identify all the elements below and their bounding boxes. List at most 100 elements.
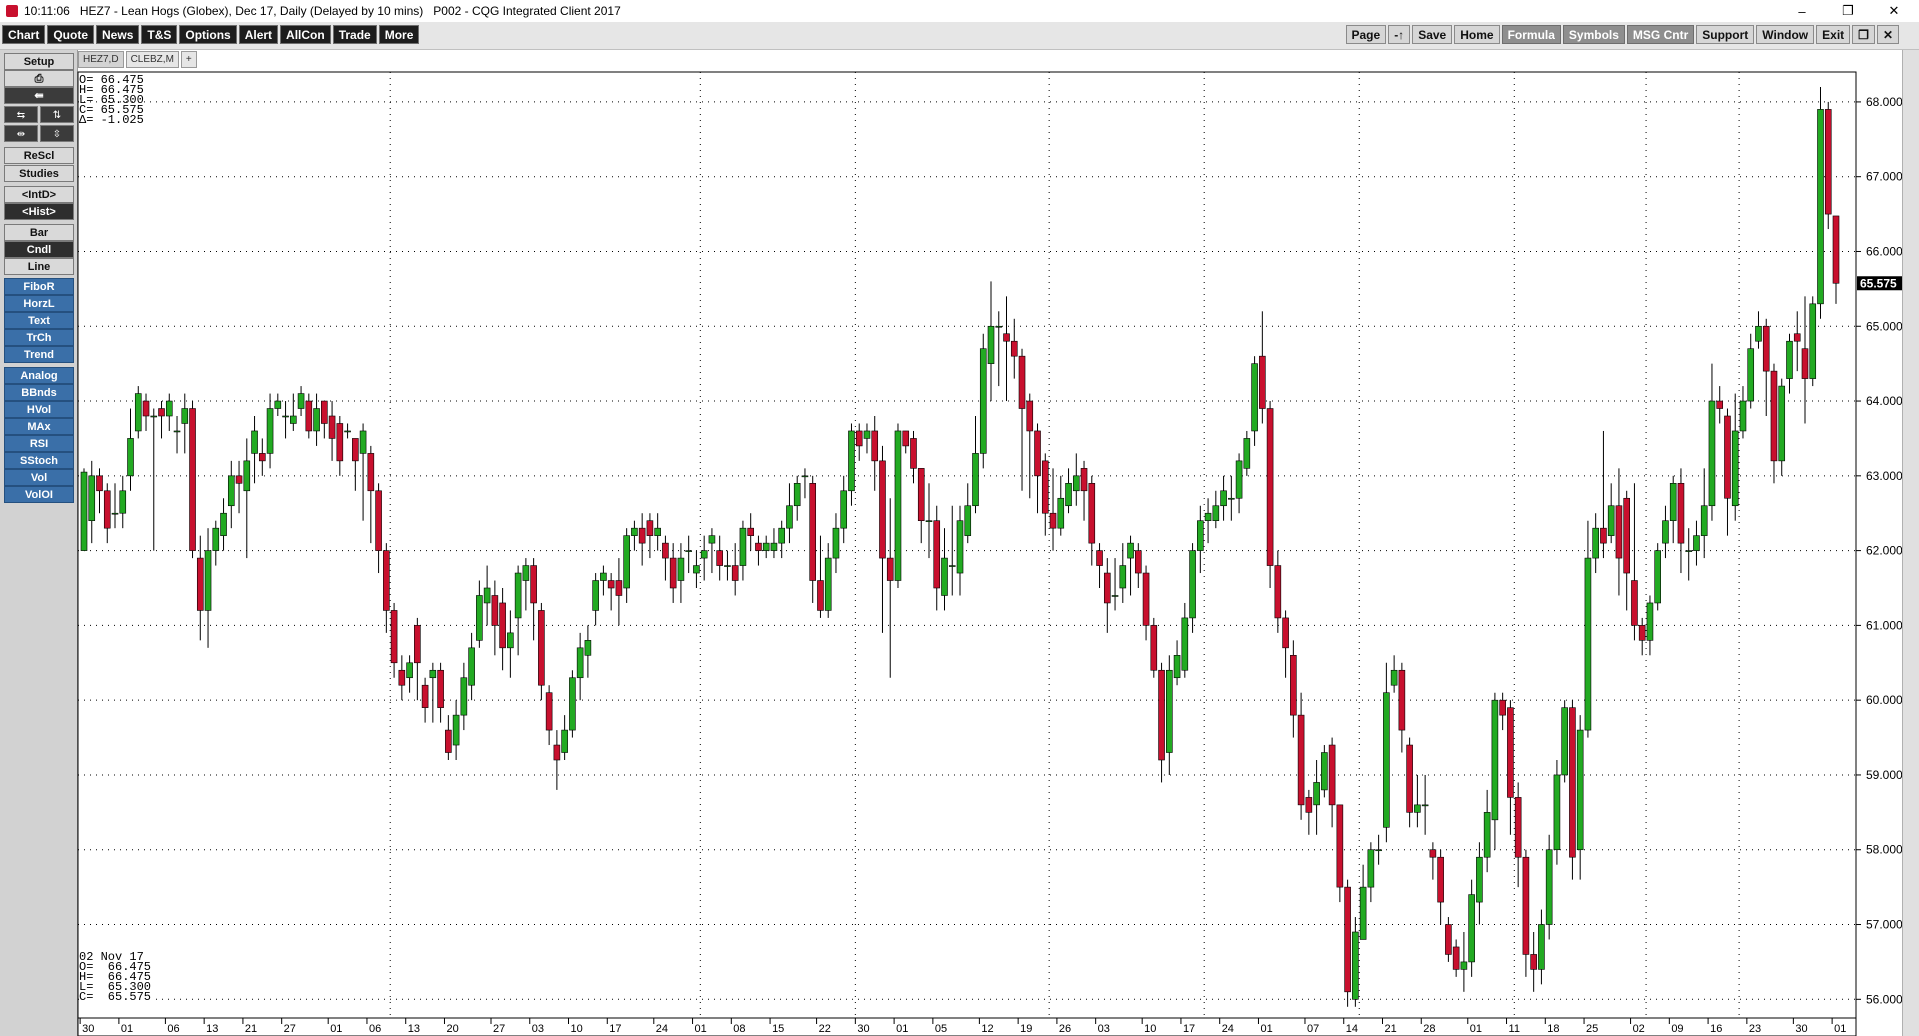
candle-body xyxy=(352,438,359,462)
candle-body xyxy=(1693,535,1700,551)
day-label: 06 xyxy=(167,1023,179,1035)
panel-hvol-button[interactable]: HVol xyxy=(4,401,74,418)
candle-body xyxy=(1491,699,1499,821)
day-label: 03 xyxy=(532,1023,544,1035)
toolbar-support-button[interactable]: Support xyxy=(1696,25,1755,44)
candle-body xyxy=(1166,669,1173,753)
toolbar-window-button[interactable]: Window xyxy=(1756,25,1815,44)
toolbar-trade-button[interactable]: Trade xyxy=(332,25,377,44)
toolbar-btn-button[interactable]: ✕ xyxy=(1876,25,1899,44)
candle-body xyxy=(344,430,351,433)
panel-zoom-icon-0-0[interactable]: ⇆ xyxy=(4,106,38,123)
panel-studies-button[interactable]: Studies xyxy=(4,165,74,182)
ohlc-top-line: H= 66.475 xyxy=(79,83,144,97)
panel-bar-button[interactable]: Bar xyxy=(4,224,74,241)
minimize-icon[interactable]: – xyxy=(1798,3,1806,19)
price-axis-label: 59.000 xyxy=(1866,768,1903,782)
candle-body xyxy=(367,453,375,492)
candle-body xyxy=(1615,505,1623,559)
toolbar-save-button[interactable]: Save xyxy=(1412,25,1453,44)
toolbar-more-button[interactable]: More xyxy=(378,25,420,44)
toolbar-page-button[interactable]: Page xyxy=(1345,25,1387,44)
panel-intd-button[interactable]: <IntD> xyxy=(4,186,74,203)
candle-body xyxy=(1576,729,1584,851)
panel-btn-button[interactable]: ⎙ xyxy=(4,70,74,87)
candle-body xyxy=(716,550,723,566)
toolbar-chart-button[interactable]: Chart xyxy=(2,25,46,44)
toolbar-formula-button[interactable]: Formula xyxy=(1501,25,1561,44)
day-label: 30 xyxy=(857,1023,869,1035)
panel-zoom-icon-1-0[interactable]: ⇹ xyxy=(4,125,38,142)
panel-fibor-button[interactable]: FiboR xyxy=(4,278,74,295)
toolbar-exit-button[interactable]: Exit xyxy=(1816,25,1851,44)
day-label: 01 xyxy=(121,1023,133,1035)
panel-rescl-button[interactable]: ReScl xyxy=(4,147,74,164)
panel-max-button[interactable]: MAx xyxy=(4,418,74,435)
candle-body xyxy=(1522,856,1530,955)
candle-body xyxy=(1142,572,1150,626)
price-axis-label: 65.000 xyxy=(1866,319,1903,333)
panel-sstoch-button[interactable]: SStoch xyxy=(4,452,74,469)
candle-body xyxy=(1445,924,1452,955)
candle-body xyxy=(1724,415,1731,499)
panel-bbnds-button[interactable]: BBnds xyxy=(4,384,74,401)
panel-hist-button[interactable]: <Hist> xyxy=(4,203,74,220)
day-label: 19 xyxy=(1020,1023,1032,1035)
panel-trend-button[interactable]: Trend xyxy=(4,346,74,363)
panel-rsi-button[interactable]: RSI xyxy=(4,435,74,452)
panel-zoom-icon-1-1[interactable]: ⇳ xyxy=(40,125,74,142)
candle-body xyxy=(1010,340,1018,357)
candle-body xyxy=(755,542,762,551)
candle-body xyxy=(1049,512,1057,529)
candle-body xyxy=(1421,804,1429,807)
price-axis-label: 68.000 xyxy=(1866,95,1903,109)
candle-body xyxy=(1700,505,1708,536)
candle-body xyxy=(227,475,235,507)
panel-cndl-button[interactable]: Cndl xyxy=(4,241,74,258)
candle-body xyxy=(793,483,801,507)
panel-zoom-icon-0-1[interactable]: ⇅ xyxy=(40,106,74,123)
toolbar-t-s-button[interactable]: T&S xyxy=(141,25,178,44)
candle-body xyxy=(956,520,964,574)
chart-tab-btn[interactable]: + xyxy=(180,51,197,68)
close-icon[interactable]: ✕ xyxy=(1888,3,1900,18)
day-label: 16 xyxy=(1710,1023,1722,1035)
toolbar-btn-button[interactable]: -↑ xyxy=(1388,25,1411,44)
toolbar-allcon-button[interactable]: AllCon xyxy=(280,25,331,44)
panel-line-button[interactable]: Line xyxy=(4,258,74,275)
panel-vol-button[interactable]: Vol xyxy=(4,469,74,486)
toolbar-msg-cntr-button[interactable]: MSG Cntr xyxy=(1626,25,1695,44)
candle-body xyxy=(530,565,537,604)
candle-body xyxy=(1786,340,1793,379)
panel-voloi-button[interactable]: VolOI xyxy=(4,486,74,503)
toolbar-alert-button[interactable]: Alert xyxy=(238,25,279,44)
day-label: 27 xyxy=(493,1023,505,1035)
candle-body xyxy=(1755,325,1762,342)
toolbar-home-button[interactable]: Home xyxy=(1454,25,1500,44)
toolbar-symbols-button[interactable]: Symbols xyxy=(1562,25,1625,44)
candle-body xyxy=(1685,550,1693,552)
candle-body xyxy=(561,729,568,753)
candle-body xyxy=(917,468,925,521)
panel-analog-button[interactable]: Analog xyxy=(4,367,74,384)
candle-body xyxy=(1801,348,1809,379)
ohlc-bottom-line: L= 65.300 xyxy=(79,980,152,994)
toolbar-news-button[interactable]: News xyxy=(96,25,140,44)
right-scroll-edge[interactable] xyxy=(1902,50,1919,1036)
panel-horzl-button[interactable]: HorzL xyxy=(4,295,74,312)
candle-body xyxy=(879,460,886,559)
day-label: 01 xyxy=(896,1023,908,1035)
chart-tab-hez7-d[interactable]: HEZ7,D xyxy=(78,51,124,68)
panel-text-button[interactable]: Text xyxy=(4,312,74,329)
panel-setup-button[interactable]: Setup xyxy=(4,53,74,70)
toolbar-options-button[interactable]: Options xyxy=(179,25,237,44)
chart-tabs: HEZ7,D CLEBZ,M + xyxy=(78,51,199,68)
panel-trch-button[interactable]: TrCh xyxy=(4,329,74,346)
restore-icon[interactable]: ❐ xyxy=(1842,3,1854,18)
panel-btn-button[interactable]: ⇚ xyxy=(4,87,74,104)
candle-body xyxy=(421,684,429,708)
toolbar-quote-button[interactable]: Quote xyxy=(47,25,95,44)
toolbar-btn-button[interactable]: ❐ xyxy=(1852,25,1875,44)
chart-tab-clebz-m[interactable]: CLEBZ,M xyxy=(125,51,179,68)
